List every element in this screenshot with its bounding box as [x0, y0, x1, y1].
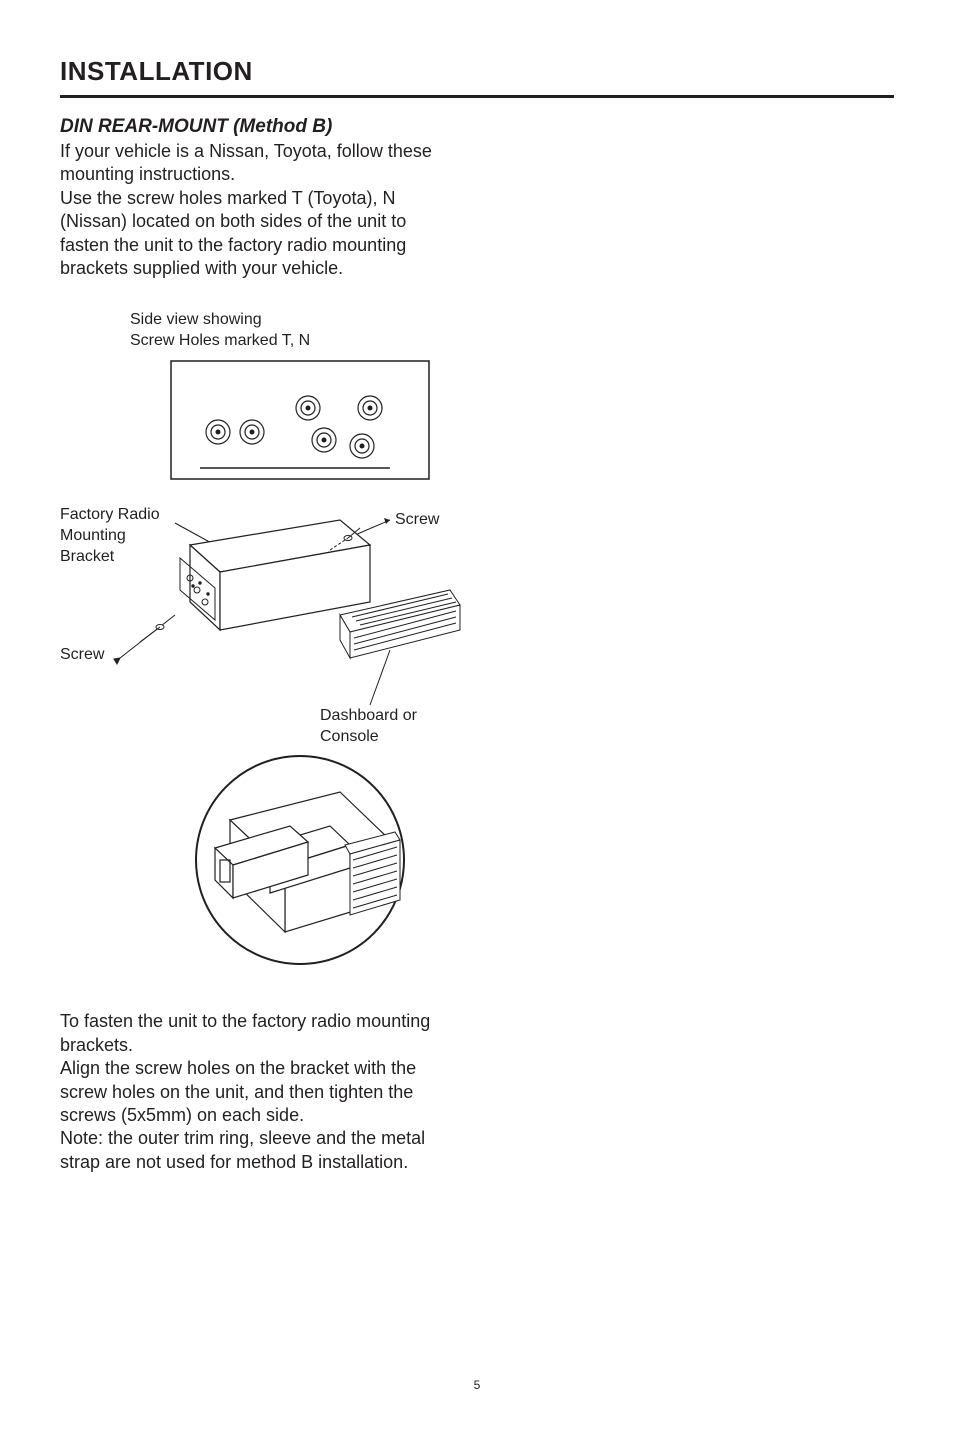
side-view-caption: Side view showing Screw Holes marked T, … — [130, 310, 310, 352]
side-view-svg — [170, 360, 430, 480]
assembly-svg — [60, 490, 490, 750]
diagram-area: Side view showing Screw Holes marked T, … — [60, 310, 490, 950]
subheading: DIN REAR-MOUNT (Method B) — [60, 116, 894, 138]
detail-circle-svg — [190, 750, 410, 970]
page-number: 5 — [0, 1378, 954, 1392]
closing-text: To fasten the unit to the factory radio … — [60, 1010, 440, 1174]
intro-text: If your vehicle is a Nissan, Toyota, fol… — [60, 140, 440, 280]
section-title: INSTALLATION — [60, 56, 894, 87]
section-rule — [60, 95, 894, 98]
